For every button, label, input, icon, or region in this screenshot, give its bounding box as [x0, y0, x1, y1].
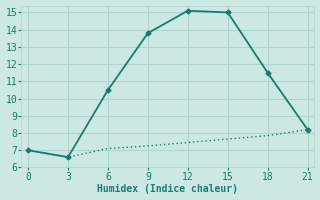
X-axis label: Humidex (Indice chaleur): Humidex (Indice chaleur) [97, 184, 238, 194]
